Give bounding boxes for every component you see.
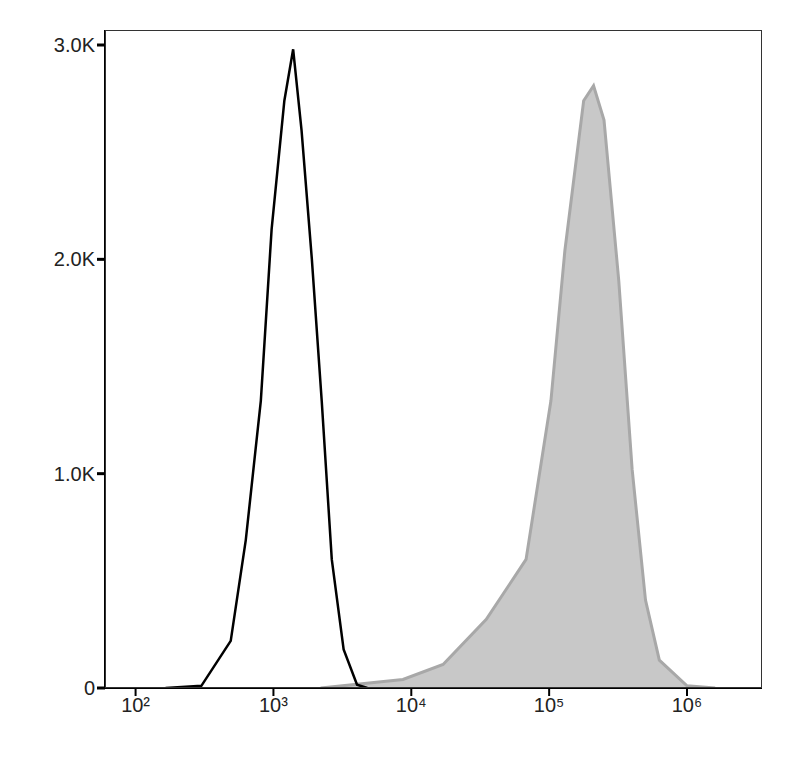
svg-text:10⁵: 10⁵ — [534, 694, 565, 716]
svg-text:10³: 10³ — [259, 694, 288, 716]
svg-text:10²: 10² — [121, 694, 150, 716]
svg-text:10⁴: 10⁴ — [396, 694, 427, 716]
svg-text:3.0K: 3.0K — [54, 34, 96, 56]
svg-text:10⁶: 10⁶ — [672, 694, 702, 716]
svg-text:1.0K: 1.0K — [54, 463, 96, 485]
svg-text:0: 0 — [84, 677, 95, 699]
svg-text:2.0K: 2.0K — [54, 248, 96, 270]
